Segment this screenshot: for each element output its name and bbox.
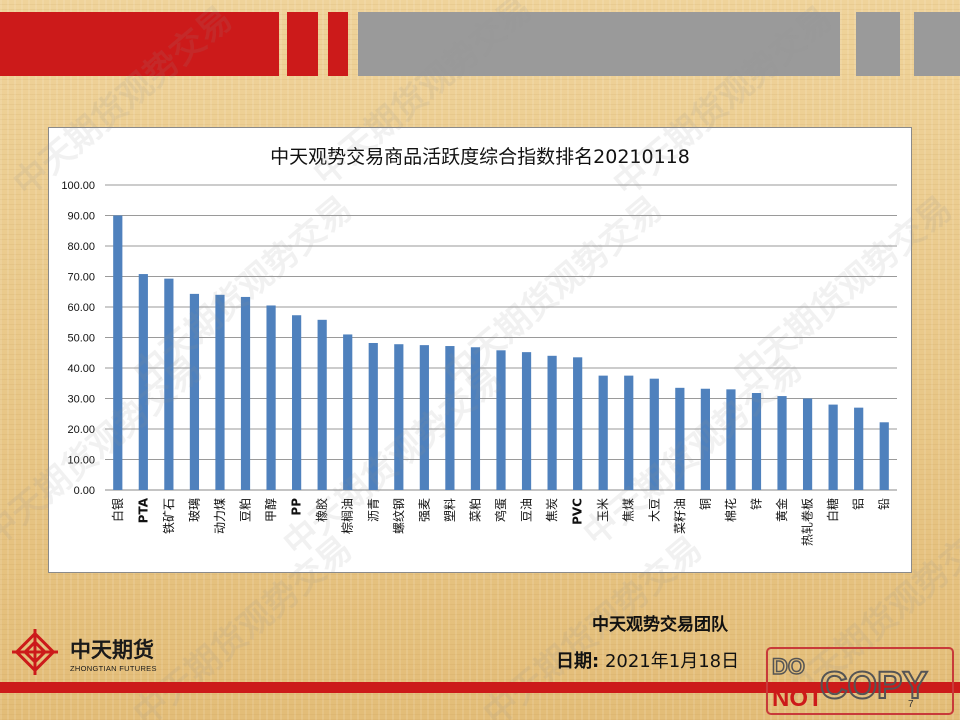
header-gray-block-1 [856, 12, 900, 76]
x-tick-label: 铝 [851, 498, 866, 510]
y-tick-label: 100.00 [61, 180, 95, 192]
x-tick-label: 热轧卷板 [800, 498, 815, 546]
x-tick-label: 甲醇 [263, 498, 278, 522]
bar [598, 375, 608, 491]
bar [189, 293, 200, 490]
company-logo: 中天期货 ZHONGTIAN FUTURES [8, 626, 178, 680]
y-axis-ticks: 0.00 10.00 20.00 30.00 40.00 50.00 60.00 70.00 8… [61, 180, 95, 497]
do-not-copy-stamp: DO NOT COPY [766, 647, 954, 715]
y-tick-label: 20.00 [67, 424, 95, 436]
header-gray-bar [358, 12, 840, 76]
x-tick-label: 鸡蛋 [493, 498, 508, 522]
x-tick-label: 棕榈油 [340, 498, 355, 534]
x-tick-label: PP [290, 498, 304, 516]
bar [470, 347, 481, 490]
x-tick-label: 焦炭 [545, 498, 559, 522]
x-tick-label: 白银 [110, 498, 125, 522]
bar [240, 296, 251, 490]
date-label: 日期: [556, 651, 600, 672]
x-tick-label: 白糖 [825, 498, 840, 522]
x-tick-label: PTA [136, 497, 150, 523]
bar [649, 378, 659, 490]
bar [879, 422, 889, 490]
bar [445, 346, 455, 490]
y-tick-label: 40.00 [67, 363, 95, 375]
bar [854, 407, 864, 490]
x-tick-label: 菜粕 [467, 498, 482, 522]
report-date: 日期: 2021年1月18日 [556, 647, 739, 673]
x-tick-label: 强麦 [417, 498, 431, 522]
bar [215, 294, 225, 490]
bar [675, 387, 685, 490]
x-tick-label: 螺纹钢 [392, 498, 406, 534]
footer-red-bar [0, 682, 960, 693]
chart-panel: 中天观势交易商品活跃度综合指数排名20210118 0.00 10.00 20.00… [48, 127, 912, 573]
x-axis-labels: 白银 PTA 铁矿石 玻璃 动力煤 豆粕 甲醇 PP 橡胶 棕榈油 沥青 螺纹钢 强麦 塑料 菜粕 鸡蛋 豆油焦… [110, 497, 891, 546]
x-tick-label: 棉花 [723, 498, 738, 522]
team-name: 中天观势交易团队 [592, 615, 728, 635]
y-tick-label: 60.00 [67, 302, 95, 314]
x-tick-label: 豆油 [520, 498, 534, 522]
header-red-block-2 [328, 12, 348, 76]
x-tick-label: 沥青 [366, 498, 380, 522]
bar [802, 398, 813, 490]
x-tick-label: 锌 [749, 498, 763, 510]
y-tick-label: 50.00 [67, 333, 95, 345]
bar [317, 319, 327, 490]
x-tick-label: 菜籽油 [673, 498, 687, 534]
bar [700, 388, 710, 490]
x-tick-label: 焦煤 [622, 498, 636, 522]
bars [113, 215, 889, 491]
bar [624, 375, 634, 491]
page-number: 7 [908, 699, 914, 710]
y-tick-label: 30.00 [67, 394, 95, 406]
bar [266, 305, 276, 490]
x-tick-label: 铁矿石 [162, 498, 176, 534]
header-red-bar [0, 12, 279, 76]
bar [828, 404, 838, 490]
y-tick-label: 80.00 [67, 241, 95, 253]
x-tick-label: 黄金 [774, 498, 789, 522]
knot-logo-icon [12, 629, 58, 675]
bar [164, 278, 174, 490]
header-gray-block-2 [914, 12, 960, 76]
x-tick-label: PVC [571, 498, 585, 525]
chart-title: 中天观势交易商品活跃度综合指数排名20210118 [270, 146, 690, 168]
bar [751, 393, 762, 490]
bar [521, 352, 532, 490]
bar [573, 357, 583, 490]
stamp-do: DO [772, 654, 805, 679]
bar [113, 215, 123, 490]
bar [394, 344, 404, 490]
bar [138, 274, 148, 490]
date-value: 2021年1月18日 [604, 651, 740, 672]
y-tick-label: 0.00 [74, 485, 95, 497]
y-tick-label: 70.00 [67, 272, 95, 284]
y-tick-label: 10.00 [67, 455, 95, 467]
y-tick-label: 90.00 [67, 211, 95, 223]
x-tick-label: 铅 [877, 498, 891, 510]
bar [419, 345, 429, 491]
bar [368, 342, 378, 490]
bar [547, 355, 557, 490]
x-tick-label: 玻璃 [187, 498, 201, 522]
bar [777, 396, 787, 490]
logo-name: 中天期货 [70, 638, 154, 662]
x-tick-label: 橡胶 [314, 498, 329, 522]
bar [343, 334, 353, 490]
stamp-not: NOT [772, 685, 823, 712]
stamp-copy: COPY [820, 665, 928, 707]
x-tick-label: 动力煤 [213, 498, 227, 534]
bar [292, 315, 302, 490]
x-tick-label: 大豆 [647, 498, 661, 522]
bar [726, 389, 736, 490]
x-tick-label: 豆粕 [238, 498, 253, 522]
x-tick-label: 玉米 [596, 498, 610, 522]
x-tick-label: 塑料 [442, 498, 457, 522]
bar-chart: 中天观势交易商品活跃度综合指数排名20210118 0.00 10.00 20.00… [61, 146, 897, 546]
header-red-block-1 [287, 12, 318, 76]
logo-subtitle: ZHONGTIAN FUTURES [70, 664, 157, 673]
x-tick-label: 铜 [697, 498, 712, 510]
bar [496, 350, 506, 490]
